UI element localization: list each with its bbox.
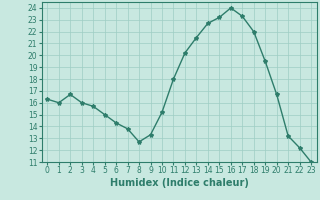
X-axis label: Humidex (Indice chaleur): Humidex (Indice chaleur) (110, 178, 249, 188)
